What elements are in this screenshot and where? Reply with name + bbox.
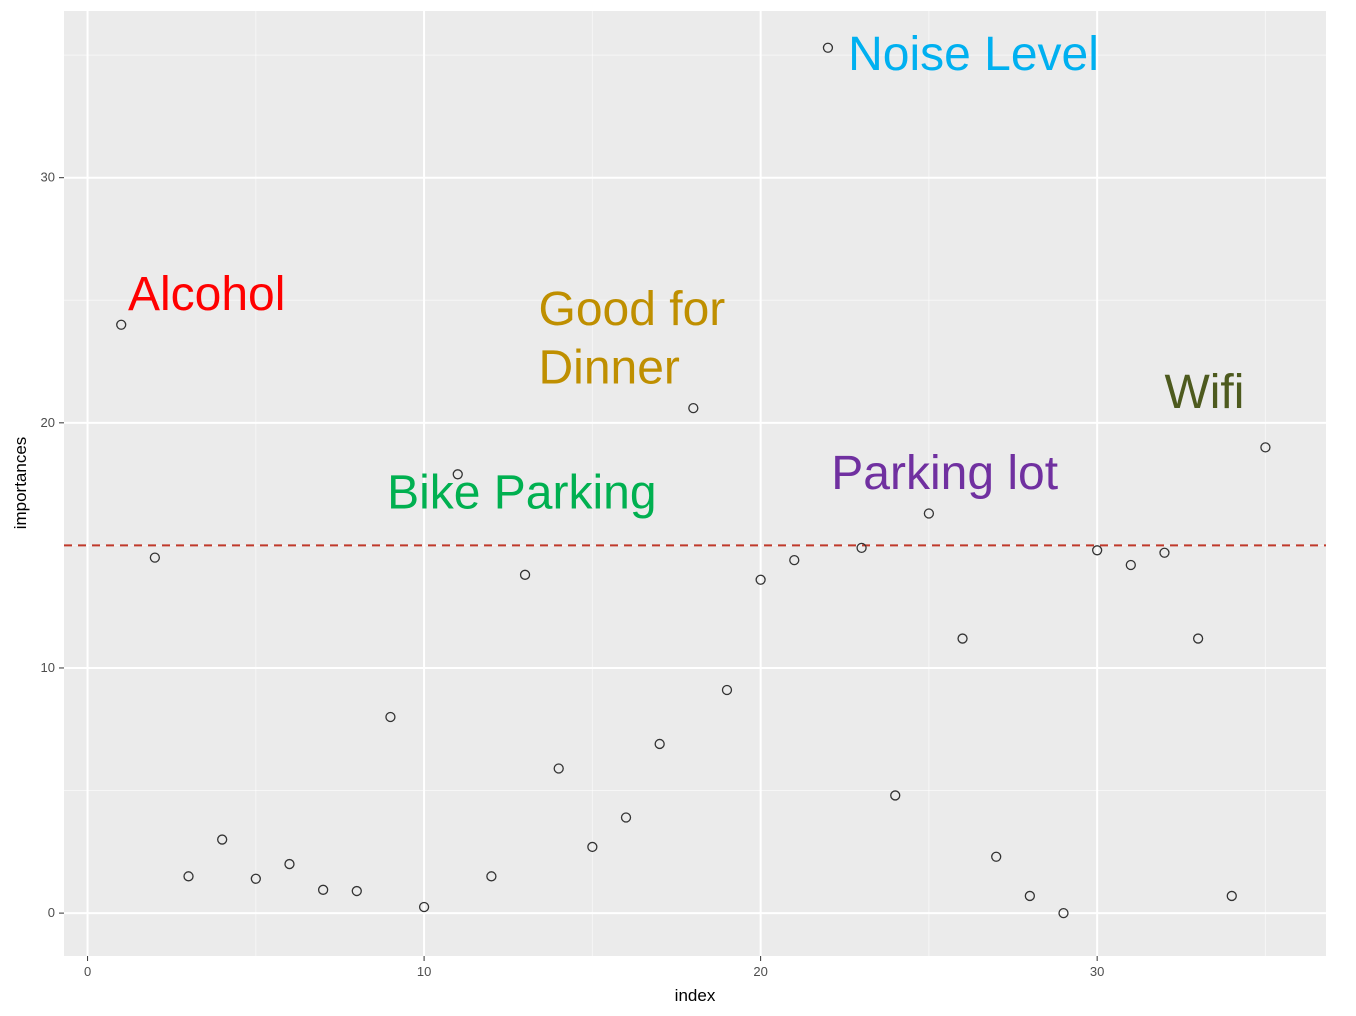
data-point [519,569,531,580]
x-tick-label: 0 [84,964,91,979]
y-tick-label: 10 [41,660,55,675]
data-point [755,574,766,585]
data-point [654,738,665,750]
data-point [620,812,632,823]
y-tick-label: 20 [41,415,55,430]
data-point [351,885,362,897]
x-tick-label: 10 [417,964,431,979]
data-point [890,790,901,801]
y-tick-label: 0 [48,905,55,920]
annotation-label: Alcohol [128,268,285,321]
data-point [284,858,295,870]
data-point [721,684,733,696]
annotation-label: Good for [539,283,726,336]
annotation-label: Wifi [1164,366,1244,419]
data-point [250,873,261,884]
data-point [553,763,564,774]
data-point [822,42,834,53]
data-point [116,319,127,330]
annotation-label: Parking lot [831,447,1058,500]
x-axis-ticks: 0 10 20 30 [84,956,1104,979]
data-point [1192,633,1204,644]
y-axis-title: importances [11,437,30,530]
data-point [486,871,497,882]
data-point [418,901,430,913]
annotation-label: Dinner [539,342,680,395]
data-point [183,871,194,882]
data-point [1092,545,1103,556]
data-point [688,402,699,414]
annotation-label: Noise Level [848,28,1099,81]
data-point [1159,547,1170,558]
data-point [149,552,161,563]
annotation-label: Bike Parking [387,467,656,520]
y-axis-ticks: 0 10 20 30 [41,170,64,920]
y-tick-label: 30 [41,170,55,185]
x-axis-title: index [675,986,716,1005]
data-point [856,542,867,553]
data-point [991,851,1002,862]
data-point [1058,907,1069,919]
data-point [385,711,396,723]
data-points [116,42,1271,919]
annotations: Alcohol Good for Dinner Bike Parking Noise L… [128,28,1244,520]
data-point [923,508,935,519]
data-point [317,884,329,895]
data-point [1226,890,1237,902]
x-tick-label: 20 [753,964,767,979]
plot-panel [64,11,1326,956]
data-point [1260,442,1271,453]
data-point [587,841,598,853]
data-point [217,834,228,845]
data-point [452,469,463,480]
x-tick-label: 30 [1090,964,1104,979]
data-point [1125,559,1136,571]
major-gridlines [64,11,1326,956]
data-point [1024,890,1036,902]
data-point [957,633,968,644]
data-point [789,554,800,566]
